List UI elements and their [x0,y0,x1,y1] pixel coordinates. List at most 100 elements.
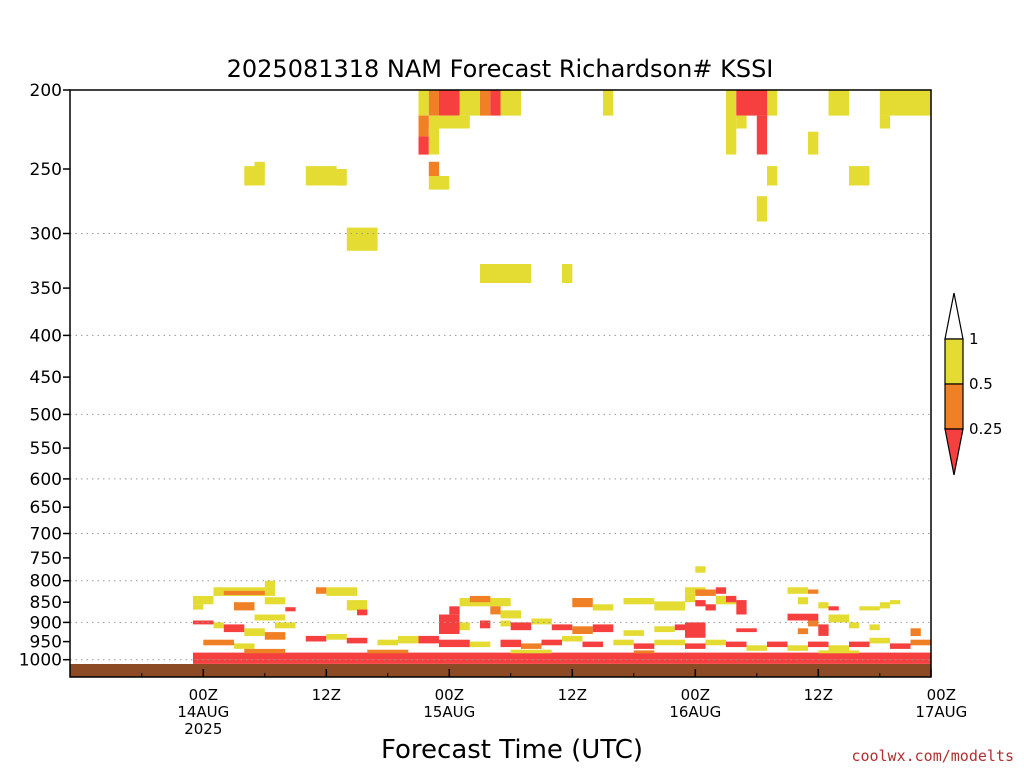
ri-cell-mid [264,632,286,640]
y-tick-label: 400 [30,326,62,346]
ri-cell-low [439,639,470,648]
x-tick-label: 17AUG [915,703,967,721]
ri-cell-high [469,641,491,648]
ri-cell-low [726,595,737,603]
ri-cell-mid [808,620,819,627]
ri-cell-high [818,650,860,654]
ri-cell-high [346,227,378,251]
ri-cell-low [439,90,460,116]
ri-cell-high [828,614,849,623]
ri-cell-high [305,166,337,186]
ri-cell-high [869,624,880,631]
ri-cell-mid [223,590,265,596]
ri-cell-high [592,604,614,611]
ri-cell-high [736,115,747,129]
ri-cell-low [439,614,460,623]
x-tick-label: 00Z [927,686,956,704]
y-tick-label: 300 [30,225,62,245]
ri-cell-high [767,166,778,186]
colorbar-legend: 1 0.5 0.25 [944,292,1002,476]
ri-cell-low [705,604,716,611]
ri-cell-high [787,645,808,651]
y-tick-label: 800 [30,572,62,592]
colorbar-bin-mid [944,383,964,430]
ri-cell-high [500,620,511,627]
ri-cell-low [849,641,870,648]
ri-cell-mid [244,648,286,654]
ri-cell-high [418,90,429,116]
ri-cell-high [428,128,440,155]
ri-cell-mid [367,649,409,654]
x-tick-label: 12Z [804,686,833,704]
ri-cell-high [398,635,419,644]
ri-cell-high [459,90,480,116]
ri-cell-high [562,264,573,283]
ground-band [70,664,931,677]
ri-cell-high [879,115,891,129]
ri-cell-low [541,639,562,646]
y-tick-label: 750 [30,549,62,569]
ri-cell-high [879,602,891,609]
y-tick-label: 600 [30,470,62,490]
ri-cell-high [818,602,829,609]
ri-cell-high [213,622,224,629]
colorbar-bin-low [944,428,964,476]
y-tick-label: 900 [30,613,62,633]
y-tick-label: 850 [30,593,62,613]
x-tick-label: 00Z [681,686,710,704]
ri-cell-mid [910,628,921,636]
ri-cell-high [193,604,204,610]
x-tick-label: 14AUG [177,703,229,721]
ri-cell-mid [633,650,655,654]
ri-cell-low [480,620,491,629]
ri-cell-high [377,639,398,646]
ri-cell-high [746,645,767,651]
ri-cell-low [510,622,532,631]
ri-cell-low [418,635,439,644]
grid-layer [70,233,931,661]
y-axis: 200 250 300 350 400 450 500 550 600 650 700 750 8008… [19,81,70,671]
ri-cell-low [223,624,245,633]
colorbar-label: 1 [969,330,979,348]
ri-cell-low [695,600,706,607]
ri-cell-high [808,131,819,155]
ri-cell-low [357,609,368,616]
ri-cell-high [531,618,552,625]
ri-cell-high [767,90,778,116]
x-tick-label: 00Z [435,686,464,704]
colorbar-bin-high [944,338,964,385]
colorbar-top-arrow [944,292,964,340]
ri-cell-mid [234,602,255,611]
ri-cell-mid [797,628,809,635]
ri-cell-high [654,601,686,611]
ri-cell-low [490,90,501,116]
ri-cell-high [828,645,849,651]
ri-cell-low [285,607,296,612]
cells-layer [193,90,932,664]
ri-cell-mid [572,598,593,608]
ri-cell-high [500,610,521,619]
ri-cell-mid [490,606,501,615]
ri-cell-low [736,628,757,633]
ri-cell-high [264,580,276,588]
y-tick-label: 350 [30,279,62,299]
ri-cell-low [808,641,829,648]
ri-cell-high [705,639,726,646]
x-tick-label: 16AUG [669,703,721,721]
ri-cell-mid [428,90,440,116]
ri-cell-mid [695,589,716,596]
ri-cell-low [767,641,788,648]
ri-cell-high [275,622,296,629]
ri-cell-low [685,643,706,649]
ri-cell-mid [428,161,440,176]
ri-cell-mid [572,626,593,634]
ri-cell-low [346,637,368,644]
ri-cell-high [859,606,880,611]
x-tick-label: 15AUG [423,703,475,721]
ri-cell-high [613,639,634,646]
ri-cell-low [551,624,573,631]
credit-text: coolwx.com/modelts [851,747,1014,765]
ri-cell-high [244,166,265,186]
